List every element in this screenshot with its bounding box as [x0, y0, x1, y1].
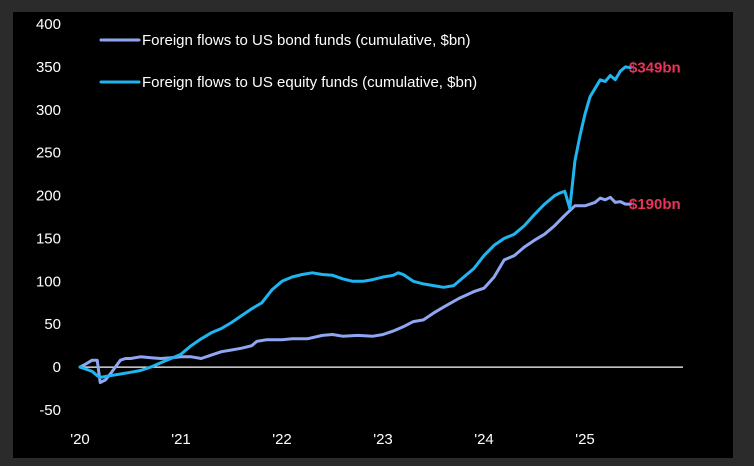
x-tick-label: '22 [272, 431, 292, 448]
y-tick-label: -50 [39, 402, 61, 419]
end-label-0: $190bn [629, 196, 681, 213]
x-tick-label: '24 [474, 431, 494, 448]
series-group [78, 65, 632, 385]
x-tick-label: '21 [171, 431, 191, 448]
legend: Foreign flows to US bond funds (cumulati… [99, 32, 477, 91]
y-tick-label: 100 [36, 273, 61, 290]
y-tick-label: 0 [53, 359, 61, 376]
x-tick-label: '23 [373, 431, 393, 448]
series-line-0 [78, 195, 632, 385]
end-label-1: $349bn [629, 60, 681, 77]
y-tick-label: 50 [44, 316, 61, 333]
x-axis: '20 '21 '22 '23 '24 '25 [70, 431, 595, 448]
y-tick-label: 350 [36, 59, 61, 76]
series-line-1 [78, 65, 632, 379]
y-axis: 400 350 300 250 200 150 100 50 0 -50 [36, 16, 61, 419]
y-tick-label: 150 [36, 230, 61, 247]
chart: 400 350 300 250 200 150 100 50 0 -50 '20 '21 '22 '23… [36, 16, 683, 448]
y-tick-label: 250 [36, 145, 61, 162]
x-tick-label: '20 [70, 431, 90, 448]
x-tick-label: '25 [575, 431, 595, 448]
y-tick-label: 300 [36, 102, 61, 119]
legend-label-1: Foreign flows to US equity funds (cumula… [142, 74, 477, 91]
chart-frame: 400 350 300 250 200 150 100 50 0 -50 '20 '21 '22 '23… [13, 12, 733, 458]
y-tick-label: 200 [36, 188, 61, 205]
y-tick-label: 400 [36, 16, 61, 33]
legend-label-0: Foreign flows to US bond funds (cumulati… [142, 32, 471, 49]
end-labels: $190bn $349bn [629, 60, 681, 213]
